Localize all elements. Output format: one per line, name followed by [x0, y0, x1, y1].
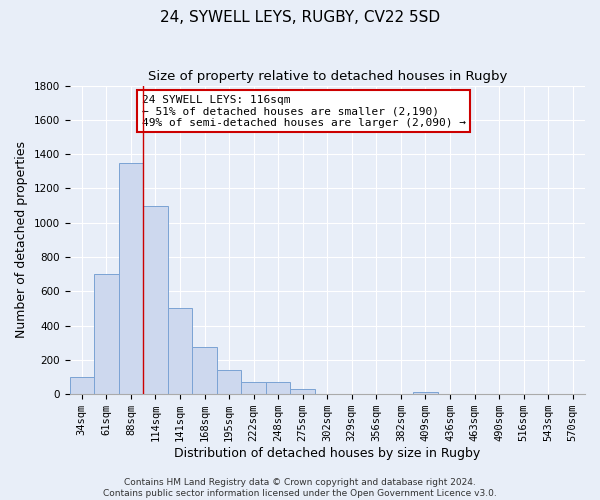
Y-axis label: Number of detached properties: Number of detached properties: [15, 142, 28, 338]
Bar: [217, 370, 241, 394]
X-axis label: Distribution of detached houses by size in Rugby: Distribution of detached houses by size …: [174, 447, 481, 460]
Text: Contains HM Land Registry data © Crown copyright and database right 2024.
Contai: Contains HM Land Registry data © Crown c…: [103, 478, 497, 498]
Bar: [168, 308, 192, 394]
Bar: [94, 274, 119, 394]
Bar: [241, 382, 266, 394]
Bar: [70, 377, 94, 394]
Bar: [413, 392, 438, 394]
Bar: [266, 382, 290, 394]
Text: 24, SYWELL LEYS, RUGBY, CV22 5SD: 24, SYWELL LEYS, RUGBY, CV22 5SD: [160, 10, 440, 25]
Bar: [192, 347, 217, 394]
Bar: [119, 162, 143, 394]
Text: 24 SYWELL LEYS: 116sqm
← 51% of detached houses are smaller (2,190)
49% of semi-: 24 SYWELL LEYS: 116sqm ← 51% of detached…: [142, 95, 466, 128]
Title: Size of property relative to detached houses in Rugby: Size of property relative to detached ho…: [148, 70, 507, 83]
Bar: [290, 389, 315, 394]
Bar: [143, 206, 168, 394]
